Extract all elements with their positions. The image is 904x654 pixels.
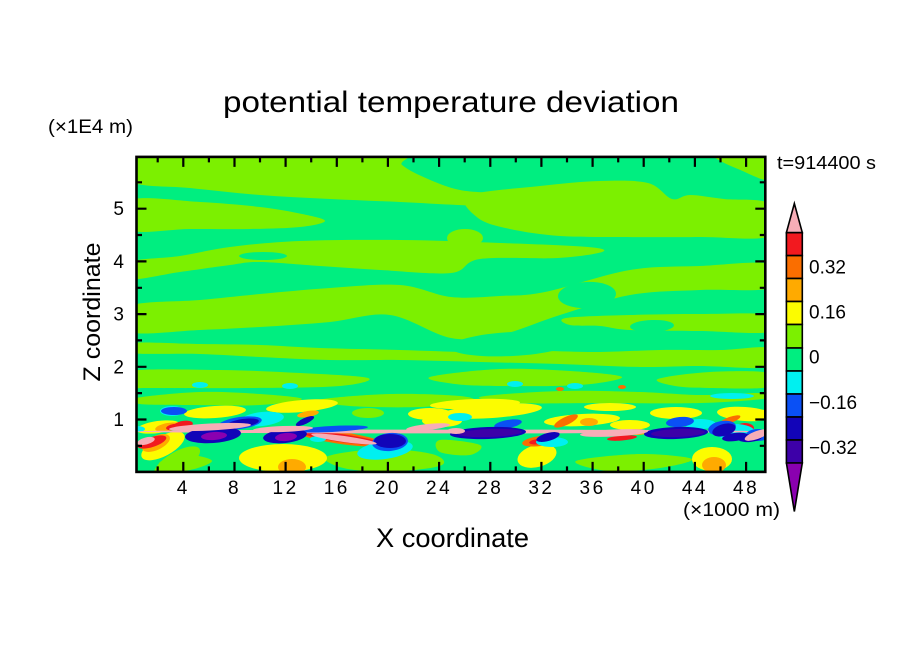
svg-text:4: 4 (177, 478, 190, 499)
svg-text:24: 24 (426, 478, 452, 499)
svg-text:0: 0 (809, 348, 820, 369)
svg-text:48: 48 (733, 478, 759, 499)
svg-text:1: 1 (113, 410, 124, 431)
svg-text:12: 12 (273, 478, 299, 499)
svg-text:36: 36 (580, 478, 606, 499)
svg-text:−0.16: −0.16 (809, 393, 857, 414)
svg-text:16: 16 (324, 478, 350, 499)
svg-text:44: 44 (682, 478, 708, 499)
svg-text:5: 5 (113, 199, 124, 220)
svg-text:3: 3 (113, 305, 124, 326)
svg-text:0.32: 0.32 (809, 258, 846, 279)
svg-text:8: 8 (228, 478, 241, 499)
svg-text:X coordinate: X coordinate (376, 523, 529, 553)
svg-text:0.16: 0.16 (809, 303, 846, 324)
svg-text:32: 32 (528, 478, 554, 499)
svg-text:20: 20 (375, 478, 401, 499)
svg-text:4: 4 (113, 252, 124, 273)
svg-text:t=914400 s: t=914400 s (777, 153, 876, 173)
svg-text:potential temperature deviatio: potential temperature deviation (223, 86, 679, 119)
svg-text:2: 2 (113, 357, 124, 378)
svg-text:(×1000 m): (×1000 m) (683, 500, 780, 521)
svg-text:−0.32: −0.32 (809, 438, 857, 459)
svg-text:(×1E4 m): (×1E4 m) (48, 117, 133, 138)
svg-text:Z coordinate: Z coordinate (79, 243, 106, 382)
svg-text:28: 28 (477, 478, 503, 499)
svg-text:40: 40 (631, 478, 657, 499)
